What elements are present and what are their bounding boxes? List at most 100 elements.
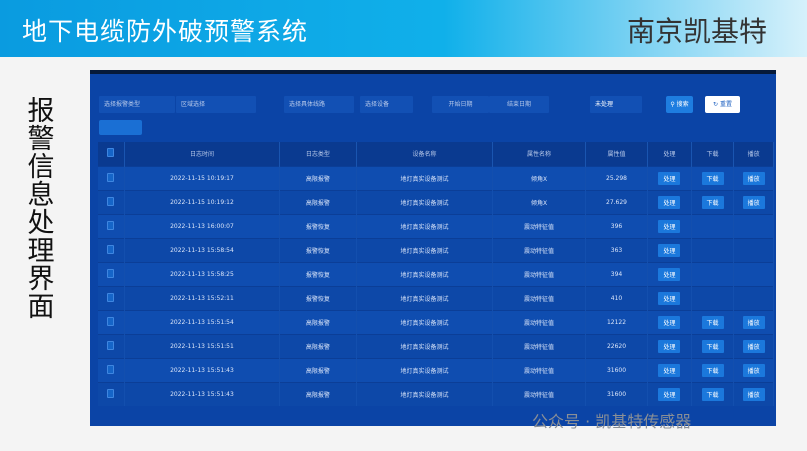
table-header: 日志时间 日志类型 设备名称 属性名称 属性值 处理 下载 播放 bbox=[98, 142, 774, 166]
table-row: 2022-11-13 16:00:07 报警恢复 地灯真实设备测试 震动特征值 … bbox=[98, 213, 774, 238]
play-button[interactable]: 播放 bbox=[742, 315, 765, 329]
table-row: 2022-11-13 15:51:43 高限报警 地灯真实设备测试 震动特征值 … bbox=[98, 381, 774, 406]
col-time: 日志时间 bbox=[124, 142, 280, 166]
cell-attr: 震动特征值 bbox=[492, 213, 586, 238]
play-button[interactable]: 播放 bbox=[742, 195, 765, 209]
table-row: 2022-11-13 15:51:51 高限报警 地灯真实设备测试 震动特征值 … bbox=[98, 333, 774, 358]
cell-time: 2022-11-13 16:00:07 bbox=[124, 213, 280, 238]
col-download: 下载 bbox=[691, 142, 735, 166]
cell-device: 地灯真实设备测试 bbox=[356, 309, 494, 334]
table-row: 2022-11-15 10:19:17 高限报警 地灯真实设备测试 倾角X 25… bbox=[98, 165, 774, 190]
download-button[interactable]: 下载 bbox=[701, 387, 724, 401]
cell-type: 报警恢复 bbox=[279, 237, 357, 262]
cell-time: 2022-11-13 15:51:43 bbox=[124, 357, 280, 382]
row-checkbox[interactable] bbox=[107, 292, 115, 302]
handle-button[interactable]: 处理 bbox=[658, 243, 681, 257]
col-type: 日志类型 bbox=[279, 142, 357, 166]
header: 地下电缆防外破预警系统 南京凯基特 bbox=[0, 0, 807, 57]
cell-type: 报警恢复 bbox=[279, 285, 357, 310]
reset-button[interactable]: ↻ 重置 bbox=[705, 96, 740, 113]
cell-value: 25.298 bbox=[585, 165, 649, 190]
cell-value: 410 bbox=[585, 285, 649, 310]
handle-button[interactable]: 处理 bbox=[658, 219, 681, 233]
alarm-panel: 选择报警类型 区域选择 选择具体线路 选择设备 开始日期 结束日期 未处理 ⚲ … bbox=[90, 70, 776, 426]
col-value: 属性值 bbox=[585, 142, 649, 166]
handle-button[interactable]: 处理 bbox=[658, 315, 681, 329]
cell-value: 363 bbox=[585, 237, 649, 262]
side-title: 报警信息处理界面 bbox=[27, 96, 55, 323]
cell-device: 地灯真实设备测试 bbox=[356, 381, 494, 406]
handle-button[interactable]: 处理 bbox=[658, 339, 681, 353]
table-row: 2022-11-13 15:51:54 高限报警 地灯真实设备测试 震动特征值 … bbox=[98, 309, 774, 334]
row-checkbox[interactable] bbox=[107, 364, 115, 374]
cell-device: 地灯真实设备测试 bbox=[356, 165, 494, 190]
select-all-checkbox[interactable] bbox=[107, 148, 115, 158]
watermark: 公众号 · 凯基特传感器 bbox=[532, 412, 692, 431]
download-button[interactable]: 下载 bbox=[701, 363, 724, 377]
line-select[interactable]: 选择具体线路 bbox=[284, 96, 354, 113]
cell-attr: 震动特征值 bbox=[492, 237, 586, 262]
handle-button[interactable]: 处理 bbox=[658, 291, 681, 305]
play-button[interactable]: 播放 bbox=[742, 171, 765, 185]
row-checkbox[interactable] bbox=[107, 220, 115, 230]
row-checkbox[interactable] bbox=[107, 196, 115, 206]
cell-device: 地灯真实设备测试 bbox=[356, 213, 494, 238]
cell-type: 高限报警 bbox=[279, 189, 357, 214]
row-checkbox[interactable] bbox=[107, 268, 115, 278]
row-checkbox[interactable] bbox=[107, 340, 115, 350]
cell-time: 2022-11-13 15:51:43 bbox=[124, 381, 280, 406]
cell-value: 31600 bbox=[585, 357, 649, 382]
play-button[interactable]: 播放 bbox=[742, 387, 765, 401]
batch-action-button[interactable] bbox=[99, 120, 142, 135]
download-button[interactable]: 下载 bbox=[701, 195, 724, 209]
cell-type: 报警恢复 bbox=[279, 213, 357, 238]
cell-attr: 震动特征值 bbox=[492, 261, 586, 286]
cell-attr: 震动特征值 bbox=[492, 381, 586, 406]
cell-device: 地灯真实设备测试 bbox=[356, 237, 494, 262]
row-checkbox[interactable] bbox=[107, 172, 115, 182]
download-button[interactable]: 下载 bbox=[701, 171, 724, 185]
download-button[interactable]: 下载 bbox=[701, 339, 724, 353]
alarm-table: 日志时间 日志类型 设备名称 属性名称 属性值 处理 下载 播放 2022-11… bbox=[98, 142, 774, 406]
page-title: 地下电缆防外破预警系统 bbox=[22, 17, 309, 46]
col-play: 播放 bbox=[733, 142, 774, 166]
cell-attr: 震动特征值 bbox=[492, 285, 586, 310]
play-button[interactable]: 播放 bbox=[742, 339, 765, 353]
row-checkbox[interactable] bbox=[107, 316, 115, 326]
cell-value: 396 bbox=[585, 213, 649, 238]
cell-type: 高限报警 bbox=[279, 381, 357, 406]
cell-device: 地灯真实设备测试 bbox=[356, 261, 494, 286]
cell-time: 2022-11-13 15:51:51 bbox=[124, 333, 280, 358]
cell-time: 2022-11-15 10:19:12 bbox=[124, 189, 280, 214]
cell-time: 2022-11-13 15:58:54 bbox=[124, 237, 280, 262]
cell-attr: 震动特征值 bbox=[492, 357, 586, 382]
end-date-input[interactable]: 结束日期 bbox=[489, 96, 549, 113]
region-select[interactable]: 区域选择 bbox=[176, 96, 256, 113]
status-select[interactable]: 未处理 bbox=[590, 96, 642, 113]
device-select[interactable]: 选择设备 bbox=[360, 96, 413, 113]
search-button[interactable]: ⚲ 搜索 bbox=[666, 96, 693, 113]
handle-button[interactable]: 处理 bbox=[658, 195, 681, 209]
cell-time: 2022-11-13 15:58:25 bbox=[124, 261, 280, 286]
cell-attr: 震动特征值 bbox=[492, 309, 586, 334]
cell-value: 31600 bbox=[585, 381, 649, 406]
cell-type: 高限报警 bbox=[279, 333, 357, 358]
refresh-icon: ↻ bbox=[713, 101, 720, 108]
handle-button[interactable]: 处理 bbox=[658, 387, 681, 401]
cell-type: 报警恢复 bbox=[279, 261, 357, 286]
row-checkbox[interactable] bbox=[107, 388, 115, 398]
cell-time: 2022-11-13 15:51:54 bbox=[124, 309, 280, 334]
company-name: 南京凯基特 bbox=[626, 15, 767, 48]
download-button[interactable]: 下载 bbox=[701, 315, 724, 329]
handle-button[interactable]: 处理 bbox=[658, 363, 681, 377]
cell-time: 2022-11-15 10:19:17 bbox=[124, 165, 280, 190]
cell-value: 394 bbox=[585, 261, 649, 286]
alarm-type-select[interactable]: 选择报警类型 bbox=[99, 96, 175, 113]
handle-button[interactable]: 处理 bbox=[658, 171, 681, 185]
handle-button[interactable]: 处理 bbox=[658, 267, 681, 281]
start-date-input[interactable]: 开始日期 bbox=[432, 96, 489, 113]
play-button[interactable]: 播放 bbox=[742, 363, 765, 377]
search-icon: ⚲ bbox=[670, 101, 677, 108]
col-device: 设备名称 bbox=[356, 142, 494, 166]
row-checkbox[interactable] bbox=[107, 244, 115, 254]
